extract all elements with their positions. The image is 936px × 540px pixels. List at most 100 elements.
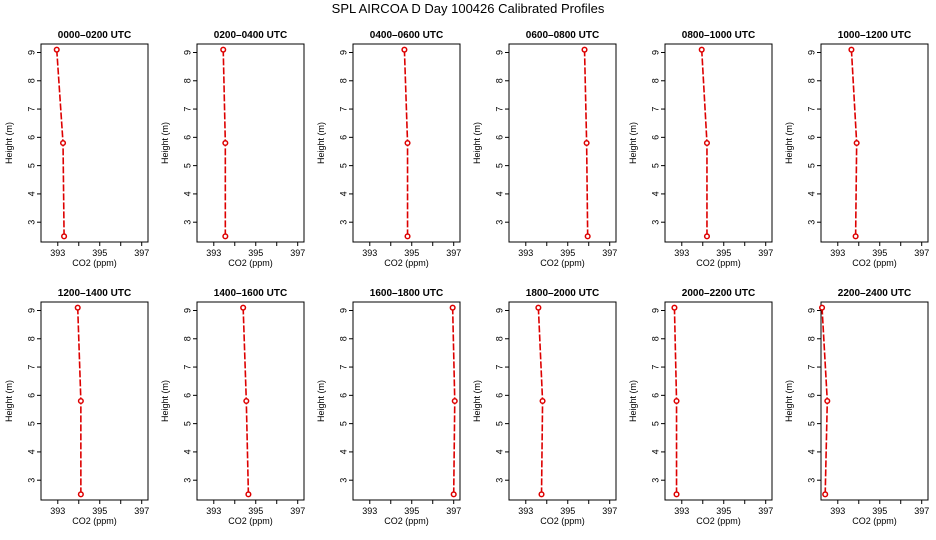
y-axis-label: Height (m) [784,380,794,422]
y-tick-label: 4 [182,449,192,454]
data-point [535,304,542,311]
x-tick-label: 393 [830,506,845,516]
y-tick-label: 5 [494,163,504,168]
x-tick-label: 395 [92,248,107,258]
y-tick-label: 8 [26,78,36,83]
profile-panel: 0400–0600 UTC 393 395 397 3 4 5 6 7 8 9 CO2 (ppm) He… [316,30,461,268]
y-tick-label: 5 [806,421,816,426]
y-tick-label: 8 [806,78,816,83]
y-axis-label: Height (m) [472,122,482,164]
x-tick-label: 395 [248,248,263,258]
x-tick-label: 393 [674,506,689,516]
y-tick-label: 5 [338,163,348,168]
x-tick-label: 395 [404,506,419,516]
panel-title: 0600–0800 UTC [526,30,599,41]
y-axis-label: Height (m) [628,122,638,164]
profile-panel: 1800–2000 UTC 393 395 397 3 4 5 6 7 8 9 CO2 (ppm) He… [472,288,617,526]
y-tick-label: 6 [182,393,192,398]
plot-frame [196,43,305,243]
y-tick-label: 6 [182,135,192,140]
y-tick-label: 4 [806,191,816,196]
x-tick-label: 395 [872,506,887,516]
data-point [824,397,831,405]
y-tick-label: 6 [26,135,36,140]
x-tick-label: 393 [674,248,689,258]
profile-panel: 2200–2400 UTC 393 395 397 3 4 5 6 7 8 9 CO2 (ppm) He… [784,288,929,526]
y-tick-label: 7 [650,365,660,370]
y-tick-label: 5 [806,163,816,168]
y-tick-label: 6 [26,393,36,398]
y-tick-label: 4 [338,191,348,196]
plot-frame [196,301,305,501]
y-axis-label: Height (m) [316,380,326,422]
x-tick-label: 395 [716,248,731,258]
data-point [673,491,680,498]
data-point [222,233,229,240]
plot-frame [352,43,461,243]
profile-panel: 0600–0800 UTC 393 395 397 3 4 5 6 7 8 9 CO2 (ppm) He… [472,30,617,268]
y-tick-label: 4 [182,191,192,196]
y-tick-label: 7 [494,107,504,112]
y-tick-label: 9 [26,308,36,313]
y-axis-label: Height (m) [316,122,326,164]
y-tick-label: 9 [26,50,36,55]
y-tick-label: 8 [650,336,660,341]
y-tick-label: 7 [806,365,816,370]
y-tick-label: 7 [494,365,504,370]
data-point [61,233,68,240]
y-tick-label: 4 [494,449,504,454]
y-tick-label: 7 [182,365,192,370]
plot-frame [40,43,149,243]
y-tick-label: 3 [806,478,816,483]
x-tick-label: 393 [362,506,377,516]
x-tick-label: 395 [872,248,887,258]
y-tick-label: 6 [494,135,504,140]
x-axis-label: CO2 (ppm) [852,516,897,526]
y-tick-label: 7 [182,107,192,112]
x-tick-label: 397 [758,506,773,516]
y-tick-label: 4 [494,191,504,196]
y-tick-label: 4 [338,449,348,454]
panel-title: 0800–1000 UTC [682,30,755,41]
plot-frame [820,43,929,243]
data-point [404,139,411,147]
x-tick-label: 393 [50,248,65,258]
y-tick-label: 9 [494,308,504,313]
x-tick-label: 395 [716,506,731,516]
y-tick-label: 8 [494,78,504,83]
data-point [852,233,859,240]
y-tick-label: 8 [338,78,348,83]
panel-title: 1000–1200 UTC [838,30,911,41]
y-tick-label: 6 [806,393,816,398]
panel-title: 2200–2400 UTC [838,288,911,299]
y-axis-label: Height (m) [160,122,170,164]
y-tick-label: 9 [182,50,192,55]
page-title: SPL AIRCOA D Day 100426 Calibrated Profi… [331,1,605,16]
plot-frame [820,301,929,501]
y-tick-label: 4 [650,191,660,196]
y-tick-label: 3 [494,478,504,483]
y-tick-label: 3 [182,478,192,483]
y-tick-label: 3 [650,220,660,225]
x-tick-label: 393 [206,248,221,258]
data-point [818,304,826,311]
x-axis-label: CO2 (ppm) [228,258,273,268]
plot-frame [664,43,773,243]
y-tick-label: 7 [26,107,36,112]
y-tick-label: 5 [650,421,660,426]
y-axis-label: Height (m) [784,122,794,164]
panel-title: 0400–0600 UTC [370,30,443,41]
x-axis-label: CO2 (ppm) [540,516,585,526]
profile-panel: 1200–1400 UTC 393 395 397 3 4 5 6 7 8 9 CO2 (ppm) He… [4,288,149,526]
y-tick-label: 5 [338,421,348,426]
y-tick-label: 5 [182,163,192,168]
data-point [822,491,829,498]
panel-title: 0200–0400 UTC [214,30,287,41]
y-tick-label: 3 [494,220,504,225]
x-tick-label: 397 [446,506,461,516]
y-tick-label: 7 [650,107,660,112]
y-tick-label: 3 [650,478,660,483]
data-point [77,397,84,405]
x-tick-label: 397 [602,506,617,516]
